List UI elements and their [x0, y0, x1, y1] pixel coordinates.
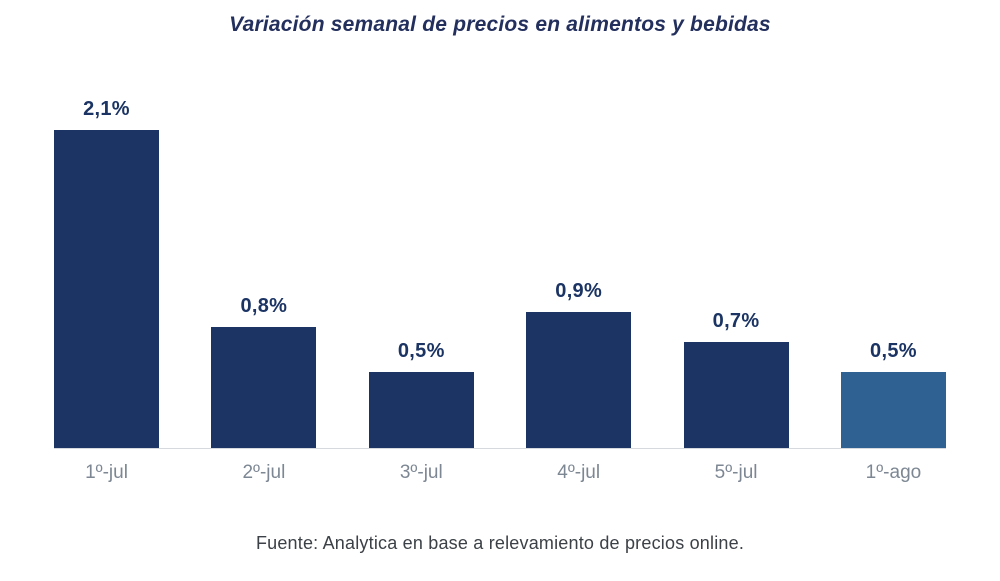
bar-column: 0,5%: [368, 340, 474, 448]
bar: [368, 372, 474, 448]
bars-row: 2,1% 0,8% 0,5% 0,9% 0,7% 0,5%: [54, 97, 946, 449]
bar: [840, 372, 946, 448]
x-axis-label: 2º-jul: [242, 462, 286, 483]
plot-area: 2,1% 0,8% 0,5% 0,9% 0,7% 0,5%: [0, 97, 1000, 449]
x-axis-label: 1º-ago: [865, 462, 922, 483]
bar-column: 0,8%: [211, 295, 317, 448]
bar-value-label: 0,5%: [397, 340, 445, 362]
x-axis-label: 1º-jul: [85, 462, 128, 483]
bar-value-label: 2,1%: [83, 98, 130, 120]
bar: [526, 312, 632, 448]
x-axis-label: 4º-jul: [557, 462, 601, 483]
x-axis-label: 5º-jul: [714, 462, 758, 483]
bar: [211, 327, 317, 448]
x-axis-label: 3º-jul: [399, 462, 443, 483]
bar-column: 0,5%: [840, 340, 946, 448]
bar-value-label: 0,8%: [240, 295, 288, 317]
bar: [683, 342, 789, 448]
bar-value-label: 0,9%: [555, 280, 603, 302]
bar-value-label: 0,7%: [712, 310, 760, 332]
bar: [54, 130, 159, 448]
bar-column: 0,7%: [683, 310, 789, 448]
x-axis-labels: 1º-jul 2º-jul 3º-jul 4º-jul 5º-jul 1º-ago: [0, 462, 1000, 484]
chart-title: Variación semanal de precios en alimento…: [229, 13, 771, 36]
bar-column: 0,9%: [526, 280, 632, 448]
bar-column: 2,1%: [54, 98, 159, 448]
source-caption: Fuente: Analytica en base a relevamiento…: [255, 533, 745, 553]
bar-value-label: 0,5%: [870, 340, 917, 362]
